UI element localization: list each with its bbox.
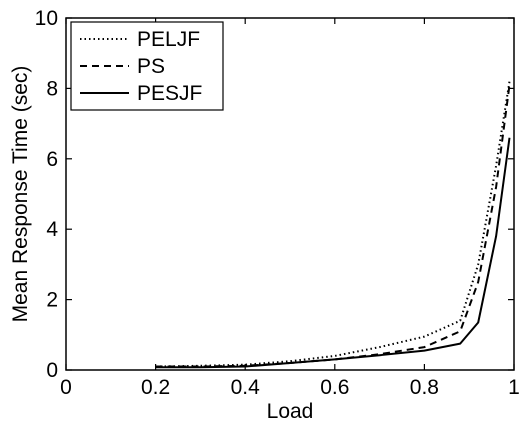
- x-tick-label: 0: [60, 376, 72, 399]
- series-line-peljf: [155, 81, 511, 368]
- x-tick-label: 1: [508, 376, 520, 399]
- y-tick-label: 2: [46, 289, 58, 312]
- x-tick-label: 0.2: [141, 376, 170, 399]
- y-tick-label: 0: [46, 359, 58, 382]
- series-line-pesjf: [155, 137, 511, 369]
- series-line-ps: [155, 84, 511, 368]
- x-tick-label: 0.8: [410, 376, 439, 399]
- x-tick-label: 0.6: [320, 376, 349, 399]
- x-tick-label: 0.4: [231, 376, 261, 399]
- y-axis-label: Mean Response Time (sec): [9, 66, 32, 323]
- legend-label-ps: PS: [137, 55, 165, 78]
- legend-label-pesjf: PESJF: [137, 82, 202, 105]
- y-axis-ticks: 0 2 4 6 8 10: [35, 7, 514, 382]
- plot-frame: [65, 17, 515, 371]
- series-layer: [155, 81, 511, 369]
- y-tick-label: 4: [46, 218, 58, 241]
- legend: PELJF PS PESJF: [70, 21, 224, 111]
- legend-label-peljf: PELJF: [137, 28, 200, 51]
- x-axis-ticks: 0 0.2 0.4 0.6 0.8 1: [60, 18, 520, 399]
- y-tick-label: 8: [46, 77, 58, 100]
- x-axis-label: Load: [267, 400, 314, 423]
- y-tick-label: 6: [46, 148, 58, 171]
- y-tick-label: 10: [35, 7, 58, 30]
- plot-area: 0 0.2 0.4 0.6 0.8 1 0 2 4 6 8 10: [35, 7, 520, 399]
